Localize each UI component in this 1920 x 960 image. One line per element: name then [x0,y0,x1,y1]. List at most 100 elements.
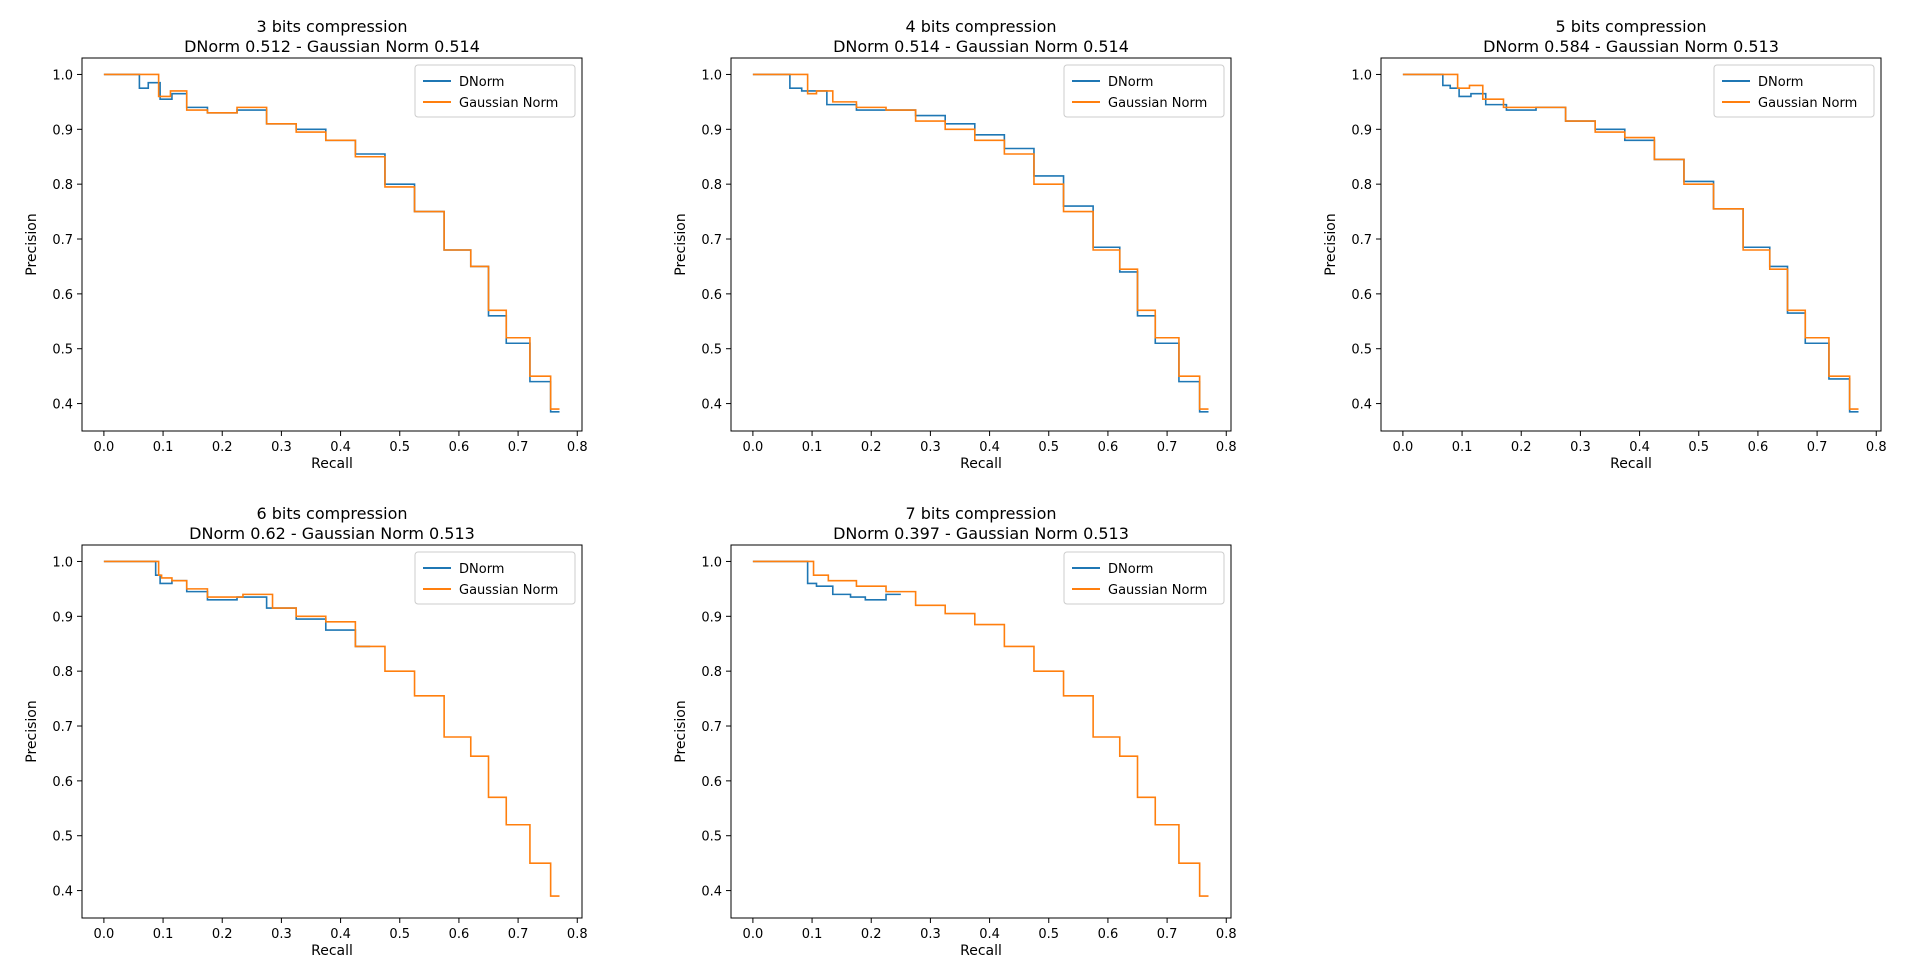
series-line-dnorm [103,73,560,413]
x-tick-label: 0.4 [979,440,1000,455]
y-tick-label: 0.8 [52,178,73,193]
x-tick-label: 0.7 [508,440,529,455]
series-line-dnorm [103,560,371,648]
x-tick-label: 0.4 [979,927,1000,942]
legend-label: DNorm [1758,75,1803,90]
x-tick-label: 0.2 [861,440,882,455]
x-tick-label: 0.0 [743,440,764,455]
y-tick-label: 0.9 [701,610,722,625]
legend: DNorm Gaussian Norm [414,551,576,605]
legend: DNorm Gaussian Norm [1063,64,1225,118]
y-tick-label: 0.5 [52,830,73,845]
legend-label: Gaussian Norm [1758,96,1857,111]
series-line-gaussian-norm [752,73,1209,410]
y-tick-label: 0.4 [701,398,722,413]
x-tick-label: 0.1 [1452,440,1473,455]
x-tick-label: 0.6 [449,927,470,942]
x-tick-label: 0.5 [1688,440,1709,455]
x-tick-label: 0.2 [212,927,233,942]
legend-label: Gaussian Norm [1108,583,1207,598]
y-tick-label: 0.8 [1351,178,1372,193]
legend-box [414,64,576,118]
x-tick-label: 0.3 [271,927,292,942]
y-tick-label: 1.0 [701,68,722,83]
y-tick-label: 0.7 [1351,233,1372,248]
y-tick-label: 0.4 [52,885,73,900]
axes-frame [730,57,1232,432]
subplot-title: 5 bits compression [1555,17,1706,36]
y-tick-label: 0.6 [52,775,73,790]
subplot-subtitle: DNorm 0.397 - Gaussian Norm 0.513 [833,524,1129,543]
y-axis-label: Precision [24,213,40,275]
series-line-gaussian-norm [1402,73,1859,410]
y-tick-label: 0.6 [1351,288,1372,303]
y-tick-label: 0.9 [701,123,722,138]
subplot-subtitle: DNorm 0.62 - Gaussian Norm 0.513 [189,524,475,543]
y-tick-label: 0.6 [52,288,73,303]
legend-box [414,551,576,605]
y-tick-label: 0.9 [1351,123,1372,138]
y-tick-label: 0.9 [52,610,73,625]
legend-label: DNorm [1108,75,1153,90]
x-tick-label: 0.3 [920,440,941,455]
y-tick-label: 0.8 [701,665,722,680]
y-tick-label: 0.6 [701,288,722,303]
y-tick-label: 0.4 [1351,398,1372,413]
x-axis-label: Recall [960,943,1002,959]
x-tick-label: 0.8 [1216,927,1237,942]
legend-label: Gaussian Norm [459,96,558,111]
y-tick-label: 1.0 [52,555,73,570]
x-tick-label: 0.1 [802,440,823,455]
legend: DNorm Gaussian Norm [414,64,576,118]
y-tick-label: 0.4 [52,398,73,413]
y-tick-label: 0.5 [701,830,722,845]
legend-box [1063,551,1225,605]
subplot-title: 4 bits compression [905,17,1056,36]
x-tick-label: 0.3 [271,440,292,455]
y-tick-label: 0.7 [701,720,722,735]
x-tick-label: 0.4 [330,440,351,455]
x-tick-label: 0.7 [1157,927,1178,942]
series-line-gaussian-norm [752,560,1209,897]
x-tick-label: 0.5 [389,440,410,455]
x-tick-label: 0.3 [920,927,941,942]
legend-label: Gaussian Norm [459,583,558,598]
x-tick-label: 0.7 [1807,440,1828,455]
x-tick-label: 0.6 [449,440,470,455]
legend-label: DNorm [1108,562,1153,577]
x-tick-label: 0.6 [1748,440,1769,455]
x-axis-label: Recall [311,943,353,959]
y-tick-label: 0.7 [701,233,722,248]
x-tick-label: 0.1 [153,440,174,455]
y-tick-label: 0.5 [52,343,73,358]
axes-frame [730,544,1232,919]
x-tick-label: 0.5 [389,927,410,942]
y-axis-label: Precision [673,700,689,762]
y-tick-label: 0.4 [701,885,722,900]
y-tick-label: 0.5 [701,343,722,358]
y-tick-label: 0.9 [52,123,73,138]
legend-label: Gaussian Norm [1108,96,1207,111]
x-tick-label: 0.2 [861,927,882,942]
legend-box [1713,64,1875,118]
y-tick-label: 0.5 [1351,343,1372,358]
y-tick-label: 0.7 [52,720,73,735]
x-tick-label: 0.8 [1866,440,1887,455]
y-axis-label: Precision [673,213,689,275]
x-tick-label: 0.0 [94,927,115,942]
subplot-subtitle: DNorm 0.514 - Gaussian Norm 0.514 [833,37,1129,56]
x-tick-label: 0.4 [330,927,351,942]
subplot-title: 3 bits compression [256,17,407,36]
subplot-title: 7 bits compression [905,504,1056,523]
y-tick-label: 0.8 [52,665,73,680]
x-tick-label: 0.2 [1511,440,1532,455]
y-tick-label: 0.8 [701,178,722,193]
x-tick-label: 0.2 [212,440,233,455]
x-tick-label: 0.6 [1098,927,1119,942]
x-tick-label: 0.6 [1098,440,1119,455]
